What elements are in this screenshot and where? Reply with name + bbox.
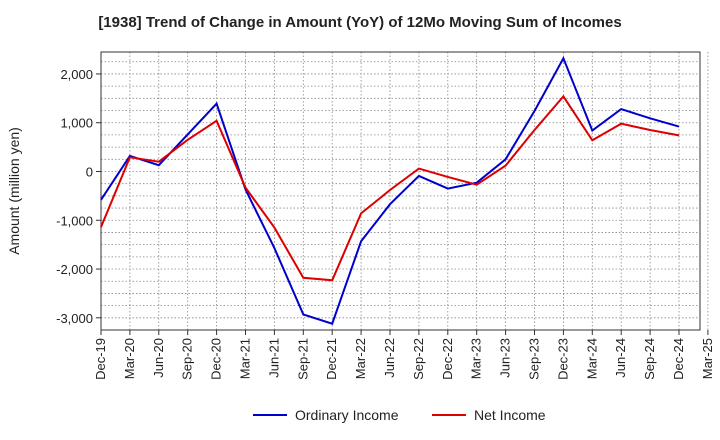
- x-tick-label: Sep-24: [642, 338, 657, 380]
- legend: Ordinary Income Net Income: [253, 407, 546, 423]
- x-tick-label: Jun-22: [382, 338, 397, 378]
- y-tick-label: 0: [86, 164, 93, 179]
- y-axis-ticks: 2,000 1,000 0 -1,000 -2,000 -3,000: [56, 67, 101, 326]
- y-tick-label: -1,000: [56, 213, 93, 228]
- x-tick-label: Jun-24: [613, 338, 628, 378]
- legend-label: Net Income: [474, 407, 546, 423]
- x-tick-label: Dec-21: [324, 338, 339, 380]
- x-tick-label: Sep-23: [527, 338, 542, 380]
- x-tick-label: Jun-21: [266, 338, 281, 378]
- x-tick-label: Dec-23: [555, 338, 570, 380]
- series-line-net-income: [100, 94, 680, 282]
- x-tick-label: Dec-20: [209, 338, 224, 380]
- chart-title: [1938] Trend of Change in Amount (YoY) o…: [98, 14, 622, 31]
- x-tick-label: Sep-21: [295, 338, 310, 380]
- x-axis-ticks: Dec-19 Mar-20 Jun-20 Sep-20 Dec-20 Mar-21 Jun-…: [93, 330, 715, 380]
- y-tick-label: 1,000: [60, 116, 93, 131]
- x-tick-label: Mar-25: [700, 338, 715, 379]
- legend-label: Ordinary Income: [295, 407, 399, 423]
- x-tick-label: Dec-19: [93, 338, 108, 380]
- y-axis-label: Amount (million yen): [6, 127, 22, 255]
- y-tick-label: 2,000: [60, 67, 93, 82]
- x-tick-label: Dec-22: [440, 338, 455, 380]
- x-tick-label: Mar-21: [238, 338, 253, 379]
- x-tick-label: Sep-20: [180, 338, 195, 380]
- x-tick-label: Mar-22: [353, 338, 368, 379]
- plot-frame: [100, 51, 701, 331]
- x-tick-label: Jun-23: [498, 338, 513, 378]
- x-tick-label: Mar-23: [469, 338, 484, 379]
- y-tick-label: -2,000: [56, 262, 93, 277]
- series-line-ordinary-income: [100, 55, 680, 325]
- series-lines: [100, 55, 680, 325]
- x-tick-label: Dec-24: [671, 338, 686, 380]
- x-tick-label: Mar-20: [122, 338, 137, 379]
- x-tick-label: Jun-20: [151, 338, 166, 378]
- grid-lines: [100, 52, 709, 331]
- x-tick-label: Sep-22: [411, 338, 426, 380]
- y-tick-label: -3,000: [56, 311, 93, 326]
- x-tick-label: Mar-24: [584, 338, 599, 379]
